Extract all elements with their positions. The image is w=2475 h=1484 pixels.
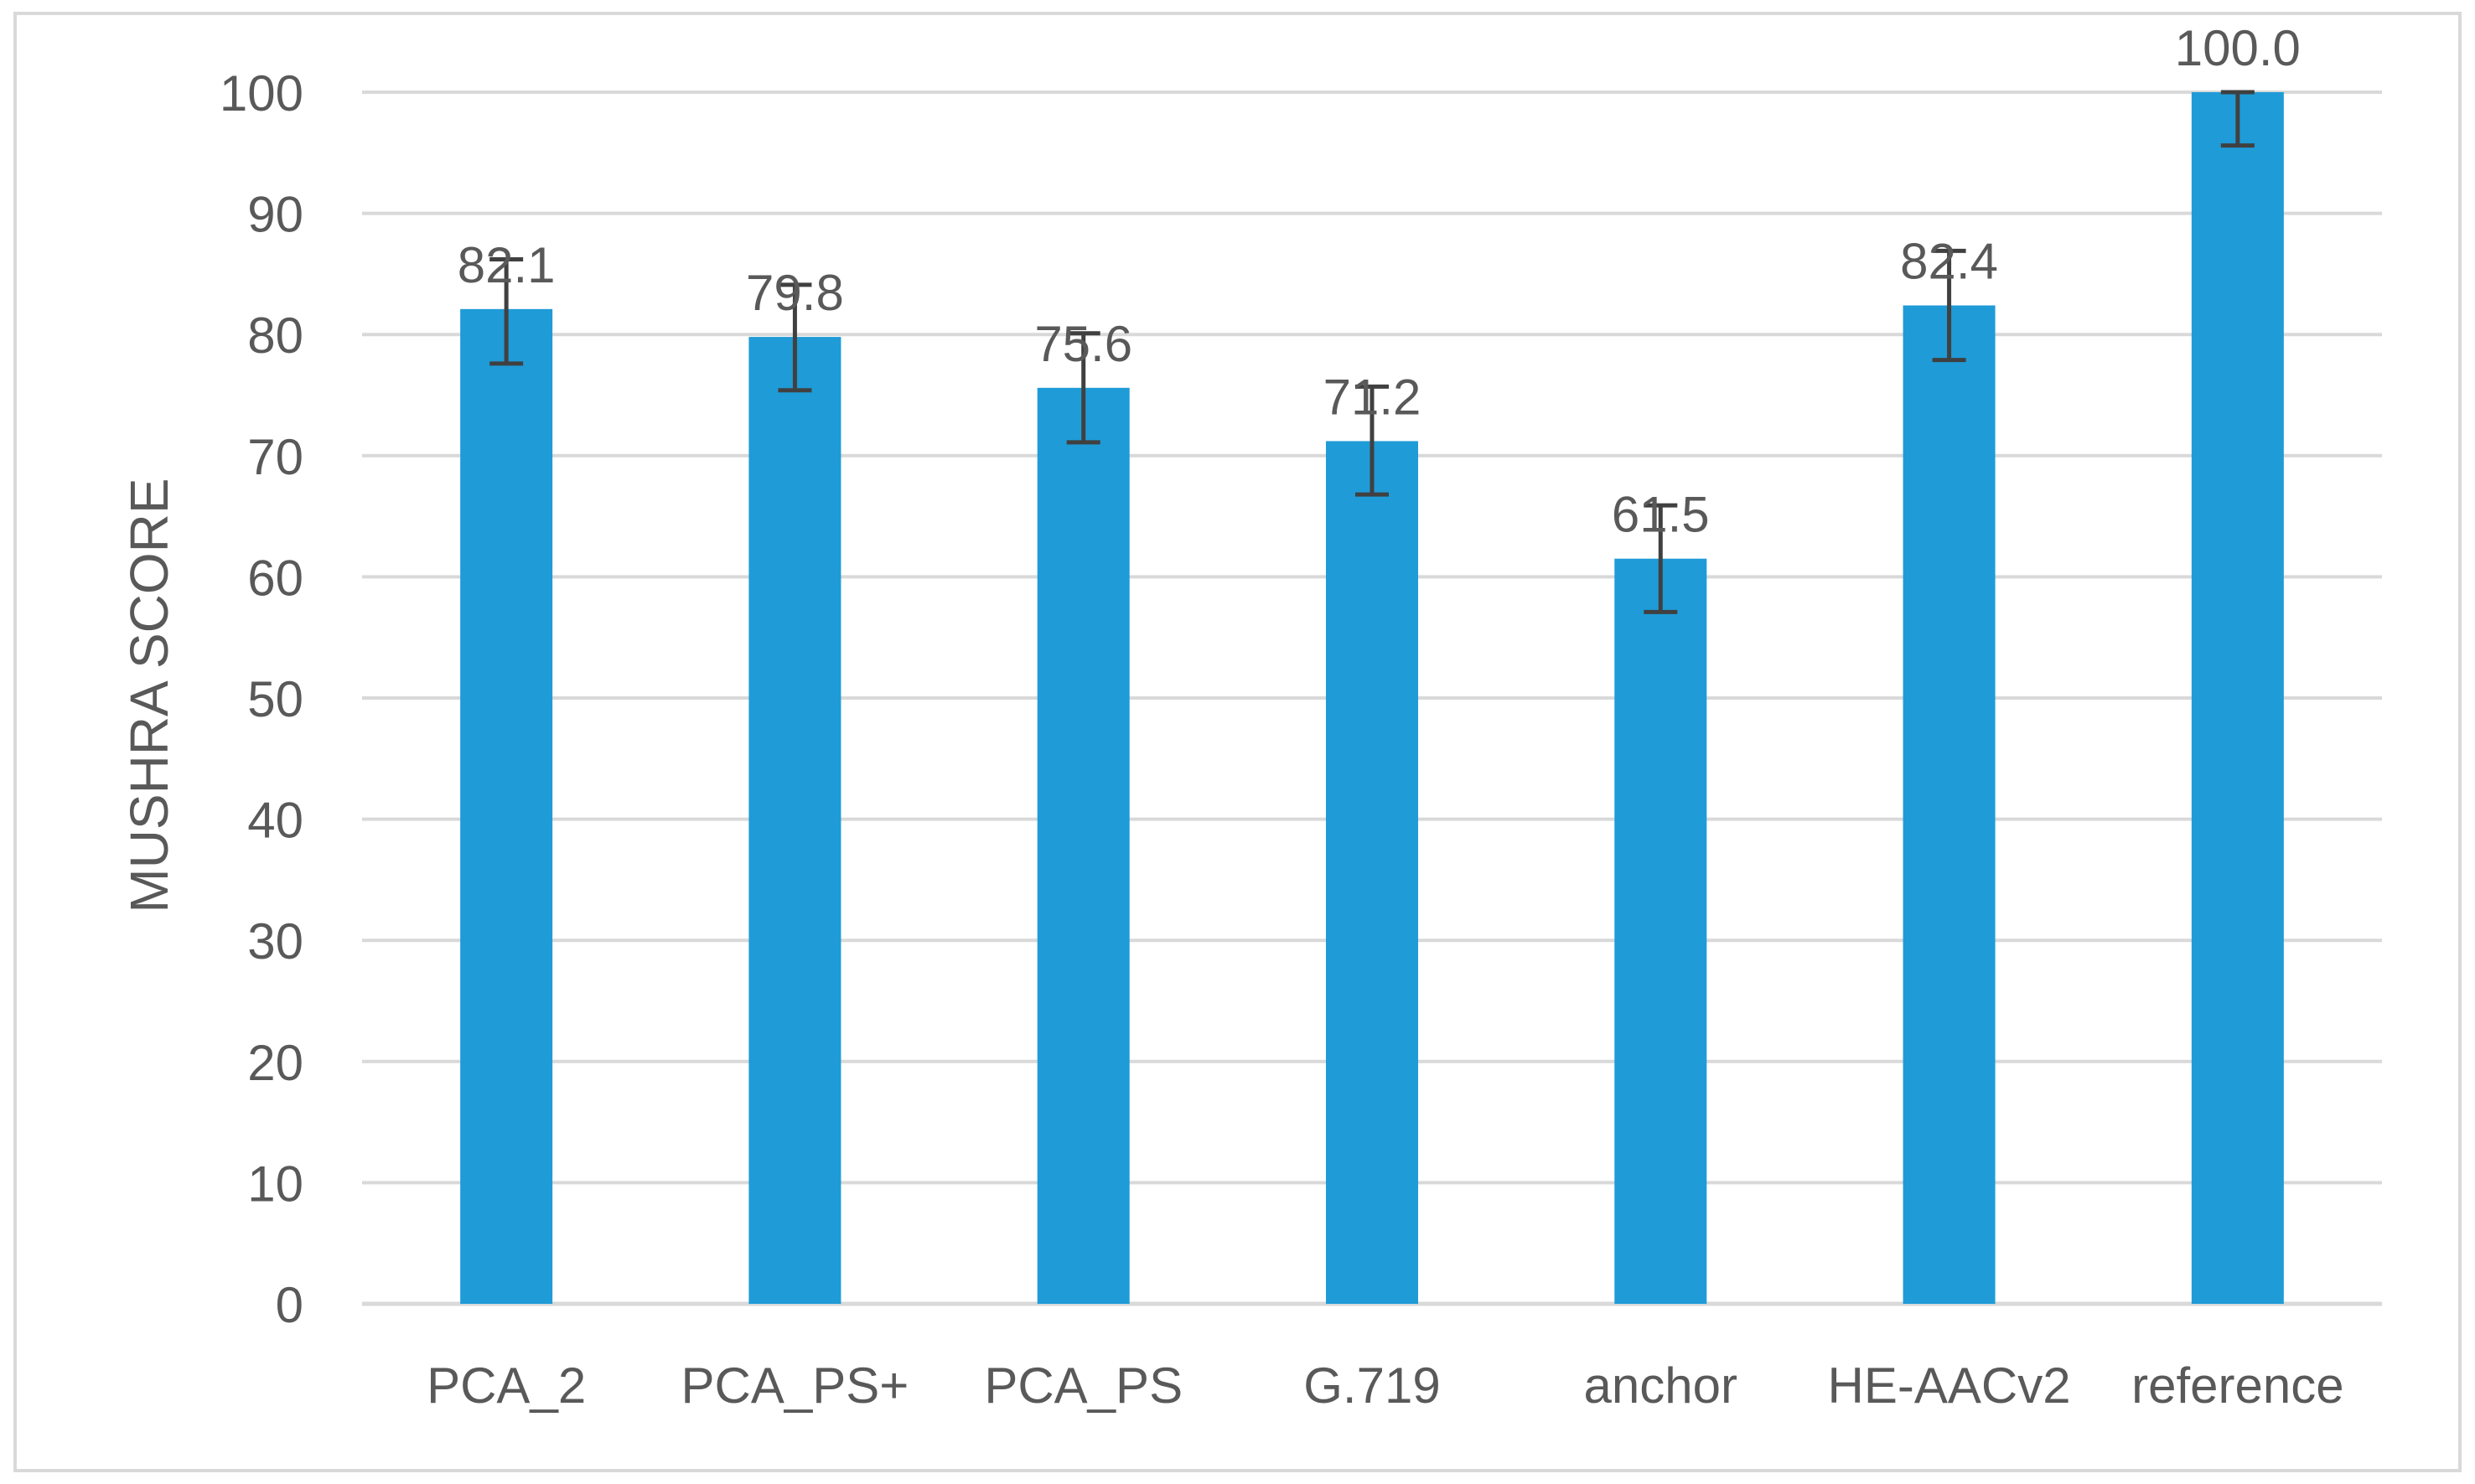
y-tick-label: 40 — [247, 793, 303, 849]
y-tick-label: 60 — [247, 550, 303, 606]
bar — [460, 308, 553, 1305]
data-label: 71.2 — [1323, 369, 1421, 425]
y-tick-label: 0 — [276, 1277, 303, 1333]
x-tick-label: PCA_PS+ — [681, 1357, 909, 1414]
x-tick-label: G.719 — [1303, 1357, 1440, 1414]
y-tick-label: 70 — [247, 429, 303, 485]
data-label: 61.5 — [1612, 487, 1710, 543]
bar — [1326, 441, 1418, 1304]
bars — [460, 92, 2284, 1305]
y-tick-labels: 0 10 20 30 40 50 60 70 80 90 100 — [220, 65, 303, 1333]
error-bar — [1644, 503, 1678, 614]
y-tick-label: 10 — [247, 1156, 303, 1212]
bar — [2191, 92, 2284, 1304]
y-tick-label: 50 — [247, 671, 303, 727]
error-bar — [489, 257, 524, 366]
y-tick-label: 80 — [247, 308, 303, 364]
data-label: 82.4 — [1900, 233, 1998, 289]
error-bars — [489, 90, 2255, 614]
x-tick-label: anchor — [1584, 1357, 1737, 1414]
x-tick-label: PCA_PS — [984, 1357, 1183, 1414]
x-tick-labels: PCA_2 PCA_PS+ PCA_PS G.719 anchor HE-AACv2 ref… — [427, 1357, 2344, 1414]
x-tick-label: reference — [2131, 1357, 2343, 1414]
data-label: 75.6 — [1034, 316, 1132, 372]
data-label: 100.0 — [2175, 20, 2301, 76]
y-tick-label: 100 — [220, 65, 303, 122]
data-labels: 82.1 79.8 75.6 71.2 61.5 82.4 100.0 — [458, 20, 2301, 543]
error-bar — [1066, 331, 1100, 445]
bar — [1614, 558, 1707, 1304]
error-bar — [778, 282, 812, 393]
error-bar — [1932, 248, 1966, 363]
error-bar — [2220, 90, 2255, 148]
chart-border — [13, 12, 2462, 1472]
y-tick-label: 20 — [247, 1035, 303, 1091]
bar — [1903, 305, 1996, 1305]
bar — [1037, 387, 1130, 1305]
error-bar — [1355, 384, 1389, 497]
data-label: 79.8 — [746, 265, 844, 321]
y-tick-label: 30 — [247, 913, 303, 970]
bar — [748, 337, 841, 1304]
y-axis-title: MUSHRA SCORE — [119, 478, 179, 913]
y-tick-label: 90 — [247, 187, 303, 243]
data-label: 82.1 — [458, 237, 556, 293]
x-tick-label: HE-AACv2 — [1828, 1357, 2071, 1414]
x-tick-label: PCA_2 — [427, 1357, 586, 1414]
